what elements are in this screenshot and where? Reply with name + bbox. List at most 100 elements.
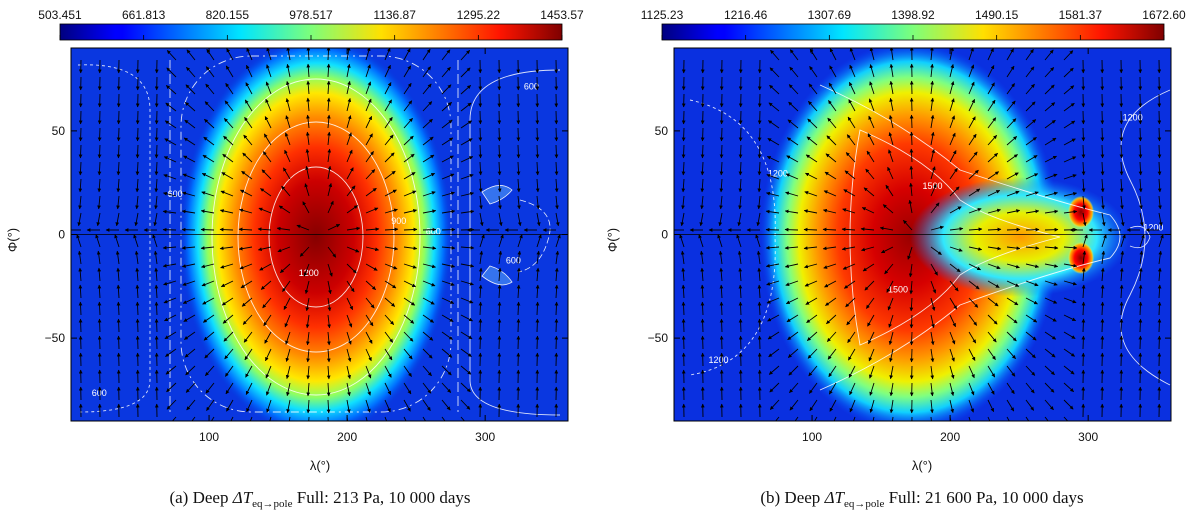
wind-arrow [403,348,413,360]
wind-arrow [806,314,818,324]
wind-arrow [282,280,291,292]
wind-arrow [1063,297,1077,304]
wind-arrow [681,161,686,176]
wind-arrow [265,81,272,95]
wind-arrow [479,212,484,227]
wind-arrow [536,234,542,248]
wind-arrow [930,202,940,214]
wind-arrow [861,246,875,252]
wind-arrow [822,246,837,251]
wind-arrow [403,331,414,342]
wind-arrow [1157,318,1162,333]
wind-arrow [1044,314,1057,322]
wind-arrow [403,246,418,251]
wind-arrow [403,153,415,163]
wind-arrow [765,209,780,214]
wind-arrow [949,314,956,328]
wind-arrow [365,348,372,362]
wind-arrow [460,191,474,197]
wind-arrow [346,132,352,146]
wind-arrow [908,263,913,278]
wind-arrow [829,65,837,78]
wind-arrow [930,314,935,329]
wind-arrow [888,149,894,163]
wind-arrow [78,144,83,159]
wind-arrow [1063,416,1069,421]
wind-arrow [164,331,177,340]
wind-arrow [306,382,311,397]
wind-arrow [1063,138,1076,146]
wind-arrow [422,118,433,129]
wind-arrow [326,399,331,414]
wind-arrow [497,301,502,316]
wind-arrow [202,297,215,305]
wind-arrow [1063,120,1076,129]
wind-arrow [346,226,361,231]
wind-arrow [814,416,818,421]
wind-arrow [1044,67,1055,78]
caption-b: (b) Deep ΔTeq→pole Full: 21 600 Pa, 10 0… [760,488,1083,510]
wind-arrow [181,209,196,214]
wind-arrow [517,212,522,227]
wind-arrow [460,297,474,304]
wind-arrow [738,178,743,193]
wind-arrow [422,416,427,421]
wind-arrow [422,172,436,180]
wind-arrow [346,149,353,163]
wind-arrow [403,382,412,395]
wind-arrow [788,101,799,112]
wind-arrow [987,227,1002,232]
wind-arrow [806,136,818,146]
wind-arrow [828,82,837,95]
wind-arrow [968,98,976,112]
wind-arrow [201,173,215,180]
wind-arrow [1006,263,1020,269]
wind-arrow [1025,49,1034,61]
wind-arrow [930,348,935,363]
wind-arrow [441,263,456,268]
wind-arrow [327,263,333,277]
wind-arrow [365,382,371,396]
wind-arrow [346,314,353,328]
wind-arrow [949,206,962,214]
wind-arrow [266,48,272,61]
wind-arrow [306,365,311,380]
wind-arrow [203,331,215,341]
wind-arrow [930,48,934,61]
wind-arrow [1025,348,1036,359]
wind-arrow [280,263,291,274]
wind-arrow [869,48,875,61]
wind-arrow [346,185,356,197]
wind-arrow [822,227,837,232]
wind-arrow [346,331,352,345]
wind-arrow [346,205,358,214]
colorbar-tick-label: 503.451 [38,8,82,22]
wind-arrow [403,227,418,232]
wind-arrow [755,234,761,248]
wind-arrow [96,212,101,227]
wind-arrow [1025,365,1036,376]
wind-arrow [888,331,894,345]
wind-arrow [788,365,799,376]
wind-arrow [968,207,982,214]
wind-arrow [1044,297,1058,304]
wind-arrow [987,280,1000,288]
wind-arrow [1119,318,1124,333]
wind-arrow [681,178,686,193]
wind-arrow [868,115,875,129]
colorbar-tick-label: 1216.46 [724,8,768,22]
wind-arrow [806,331,818,341]
wind-arrow [700,144,705,159]
wind-arrow [181,263,196,268]
wind-arrow [305,331,310,346]
wind-arrow [181,245,196,250]
wind-arrow [306,399,311,414]
wind-arrow [889,399,894,414]
wind-arrow [384,134,394,146]
wind-arrow [867,133,875,146]
wind-arrow [1063,365,1075,375]
wind-arrow [1100,144,1105,159]
wind-arrow [200,246,215,250]
wind-arrow [283,297,291,310]
wind-arrow [365,115,373,129]
